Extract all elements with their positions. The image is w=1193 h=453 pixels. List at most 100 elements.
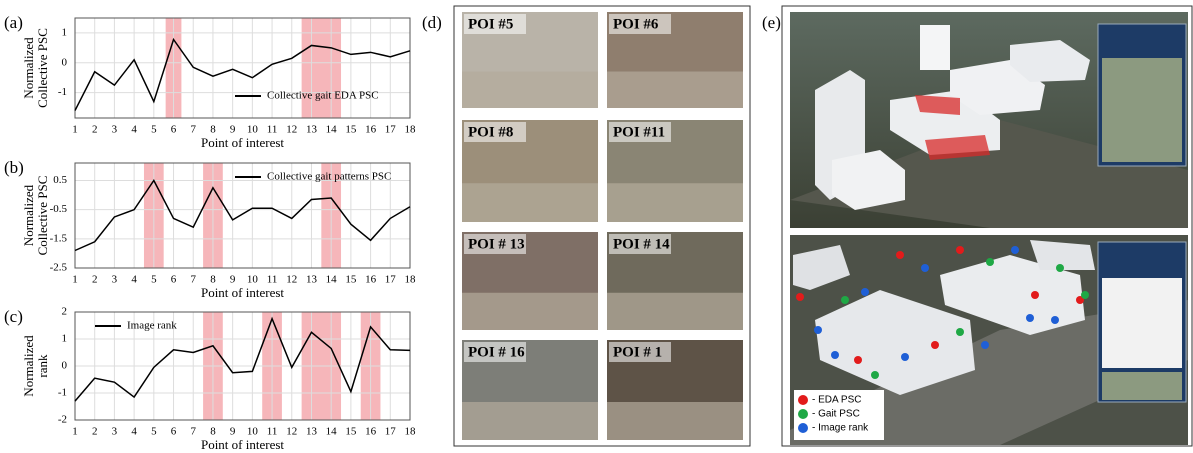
x-tick-label: 14	[326, 274, 338, 286]
y-axis-label: Normalized	[21, 37, 36, 99]
x-tick-label: 1	[72, 124, 78, 136]
x-tick-label: 11	[267, 124, 278, 136]
x-tick-label: 5	[151, 426, 157, 438]
y-tick-label: -1.5	[50, 232, 68, 244]
photo-ground	[462, 183, 598, 222]
photo-ground	[462, 402, 598, 440]
highlight-area	[915, 95, 960, 115]
x-tick-label: 18	[405, 124, 417, 136]
map-dot	[854, 356, 862, 364]
legend-swatch	[798, 423, 808, 433]
x-tick-label: 16	[365, 274, 377, 286]
building	[815, 290, 975, 395]
map-dot	[931, 341, 939, 349]
photo-label-bg	[464, 342, 526, 362]
building	[832, 150, 905, 210]
map-dot	[1026, 314, 1034, 322]
building	[940, 255, 1085, 335]
x-tick-label: 18	[405, 426, 417, 438]
highlight-band	[301, 18, 342, 118]
building	[1010, 40, 1090, 82]
photo-label: POI # 16	[468, 344, 525, 360]
y-tick-label: 1	[62, 26, 68, 38]
photo-ground	[462, 292, 598, 330]
building	[920, 25, 950, 70]
x-tick-label: 11	[267, 274, 278, 286]
photo-label-bg	[609, 234, 671, 254]
map-dot	[1081, 291, 1089, 299]
x-tick-label: 15	[345, 426, 357, 438]
photo-label: POI # 1	[613, 344, 662, 360]
x-tick-label: 18	[405, 274, 417, 286]
chart-thumbnail	[1102, 278, 1182, 368]
panel-label: (d)	[422, 13, 442, 32]
plot-frame	[74, 17, 411, 119]
map-dot	[831, 351, 839, 359]
y-tick-label: -2.5	[50, 262, 68, 274]
photo-ground	[462, 71, 598, 108]
photo-ground	[607, 71, 743, 108]
legend-label: Collective gait patterns PSC	[267, 171, 391, 183]
legend-label: - Gait PSC	[812, 409, 860, 420]
map-dot	[896, 251, 904, 259]
x-axis-label: Point of interest	[201, 437, 284, 452]
photo-ground	[607, 183, 743, 222]
y-tick-label: 0.5	[53, 174, 67, 186]
x-tick-label: 14	[326, 124, 338, 136]
x-tick-label: 13	[306, 274, 318, 286]
y-tick-label: 1	[62, 333, 68, 345]
data-line	[74, 316, 411, 402]
x-tick-label: 8	[210, 274, 216, 286]
map-dot	[1051, 316, 1059, 324]
x-tick-label: 11	[267, 426, 278, 438]
y-axis-label: Normalized	[21, 184, 36, 246]
x-tick-label: 2	[92, 274, 98, 286]
x-tick-label: 15	[345, 124, 357, 136]
photo-label-bg	[464, 122, 526, 142]
map-dot	[796, 293, 804, 301]
x-tick-label: 8	[210, 124, 216, 136]
map-dot	[1011, 246, 1019, 254]
x-tick-label: 17	[385, 426, 397, 438]
street-photo	[1102, 58, 1182, 162]
photo-label-bg	[609, 122, 671, 142]
map-dot	[814, 326, 822, 334]
y-tick-label: 0	[62, 360, 68, 372]
map-dot	[901, 353, 909, 361]
x-tick-label: 12	[286, 274, 297, 286]
map-dot	[956, 328, 964, 336]
x-tick-label: 4	[131, 426, 137, 438]
photo-label: POI #8	[468, 124, 513, 140]
map-dot	[861, 288, 869, 296]
x-tick-label: 9	[230, 124, 236, 136]
x-tick-label: 9	[230, 426, 236, 438]
x-tick-label: 16	[365, 124, 377, 136]
y-axis-label: rank	[35, 354, 50, 378]
x-tick-label: 10	[247, 274, 259, 286]
x-tick-label: 4	[131, 124, 137, 136]
y-tick-label: 2	[62, 306, 68, 318]
y-tick-label: 0	[62, 56, 68, 68]
x-tick-label: 16	[365, 426, 377, 438]
x-tick-label: 10	[247, 426, 259, 438]
x-tick-label: 8	[210, 426, 216, 438]
y-axis-label: Normalized	[21, 335, 36, 397]
photo-ground	[607, 292, 743, 330]
x-tick-label: 1	[72, 426, 78, 438]
photo-label-bg	[609, 14, 671, 34]
x-tick-label: 5	[151, 124, 157, 136]
building	[1030, 240, 1095, 270]
x-tick-label: 9	[230, 274, 236, 286]
y-tick-label: -2	[58, 414, 67, 426]
map-dot	[1056, 264, 1064, 272]
charts: 1 2 3 4 5 6 7 8 9 10 11 12 13 14 15 16 17 1810-1(a)Point …	[4, 13, 416, 452]
x-axis-label: Point of interest	[201, 135, 284, 150]
legend-swatch	[798, 409, 808, 419]
building	[793, 245, 850, 290]
map-dot	[871, 371, 879, 379]
y-tick-label: -0.5	[50, 203, 68, 215]
map-dot	[986, 258, 994, 266]
x-tick-label: 17	[385, 124, 397, 136]
highlight-area	[925, 135, 990, 160]
